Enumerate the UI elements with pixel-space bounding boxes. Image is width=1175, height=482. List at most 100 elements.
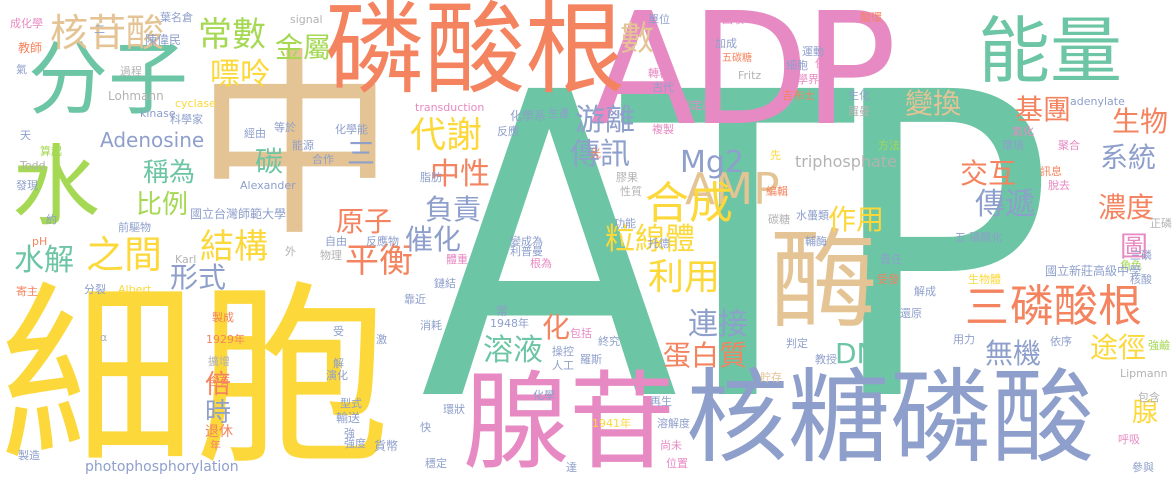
word: 化學系 (510, 109, 547, 123)
word: 1941年 (592, 417, 631, 430)
word: 達 (566, 461, 577, 474)
word: 還原 (900, 307, 922, 320)
word: 比例 (136, 190, 189, 220)
word: 體重 (446, 253, 468, 266)
word: α (100, 331, 108, 344)
word: 水 (12, 135, 101, 238)
word: 數 (620, 19, 654, 59)
word: pH (32, 235, 48, 248)
word: 自由 (325, 235, 347, 248)
word: 轉移 (648, 67, 670, 80)
word: signal (290, 13, 323, 26)
word: 加成 (715, 37, 737, 50)
word: 作用 (828, 203, 885, 236)
word: 終究 (598, 335, 620, 348)
word: 蛋白質 (663, 339, 748, 372)
word: 酸環 (860, 11, 882, 24)
word: Lipmann (1120, 367, 1168, 380)
word: 等於 (274, 121, 296, 134)
word: 反應物 (366, 235, 399, 248)
word: 分裂 (84, 283, 106, 296)
word: Karl (175, 253, 197, 266)
word: 化 (542, 311, 571, 344)
word: 消耗 (420, 319, 442, 332)
word: 責任 (880, 253, 902, 266)
word: 腺苷 (463, 361, 675, 482)
word: transduction (415, 101, 485, 114)
word: 解成 (914, 285, 936, 298)
word: 過程 (120, 65, 142, 78)
word: photophosphorylation (85, 459, 239, 475)
word: 強 (344, 427, 355, 440)
word: 無機 (985, 337, 1042, 370)
word: 用力 (953, 333, 975, 346)
word: 回收 (722, 13, 744, 26)
word: 性質 (620, 185, 642, 198)
word: kinase (140, 107, 176, 120)
word: 反應 (497, 125, 519, 138)
word: Fritz (738, 69, 762, 82)
word: 年 (210, 439, 221, 452)
word: 激 (376, 333, 387, 346)
word: 靠近 (404, 293, 426, 306)
word: 代謝 (410, 115, 483, 156)
word: 穩定 (425, 457, 447, 470)
word: 判定 (786, 337, 808, 350)
word: 形式 (170, 261, 227, 294)
word: 能量 (978, 9, 1123, 93)
word: 五 磷酸化 (955, 231, 1003, 244)
word: 系統 (1100, 141, 1157, 174)
word: 貨幣 (374, 439, 399, 453)
word: 含有 (208, 375, 230, 388)
word: 運動 (802, 45, 824, 58)
word: 氣 (16, 63, 27, 76)
word: 解 (333, 357, 344, 370)
word: 製成 (212, 311, 234, 324)
word: 快 (420, 421, 431, 434)
word: 人工 (552, 359, 574, 372)
word: 擴增 (208, 355, 230, 368)
word: 磷酸根 (325, 0, 625, 108)
word: 前驅物 (118, 221, 151, 234)
word: 單位 (648, 13, 670, 26)
word: 利用 (648, 257, 721, 298)
word: 參與 (1132, 461, 1154, 474)
word: 細胞 (786, 59, 808, 72)
word: ATP (420, 5, 1054, 482)
word: Todd (20, 159, 46, 172)
word: 物理 (320, 249, 342, 262)
word: Albert (118, 283, 152, 296)
word: 生物 (1112, 105, 1169, 138)
word: 傳遞 (975, 187, 1035, 222)
word: 酶 (770, 219, 879, 344)
word: 倍 (205, 370, 232, 400)
word: 利普曼 (510, 245, 543, 258)
word: 三磷 (1130, 249, 1152, 262)
word: 吉布士 (782, 89, 815, 102)
word: 演化 (326, 369, 348, 382)
word: 先 (770, 149, 781, 162)
word: 環狀 (443, 403, 465, 416)
word: 圖 (1120, 230, 1149, 263)
word: 位置 (666, 457, 688, 470)
word: 葉名倉 (160, 11, 193, 24)
word: Adenosine (100, 128, 205, 152)
word: 尚未 (660, 439, 682, 452)
word: 成化學 (10, 17, 43, 30)
word: 聚合 (1058, 139, 1080, 152)
word: 教授 (815, 353, 837, 366)
word: DNA (835, 337, 897, 370)
word: 核糖磷酸 (686, 359, 1094, 478)
word: 經由 (244, 127, 266, 140)
word: 腺 (1132, 398, 1159, 428)
word: adenylate (1070, 95, 1125, 108)
word: 輔酶 (805, 235, 827, 248)
word: 生產 (548, 107, 570, 120)
word: 併入 (815, 57, 837, 70)
word: Lohmann (108, 89, 164, 103)
word: 方法 (878, 139, 900, 152)
word: 時 (205, 398, 232, 428)
word: 發現 (16, 179, 38, 192)
word: 編輯 (766, 185, 788, 198)
word: 核苷酸 (50, 11, 165, 55)
